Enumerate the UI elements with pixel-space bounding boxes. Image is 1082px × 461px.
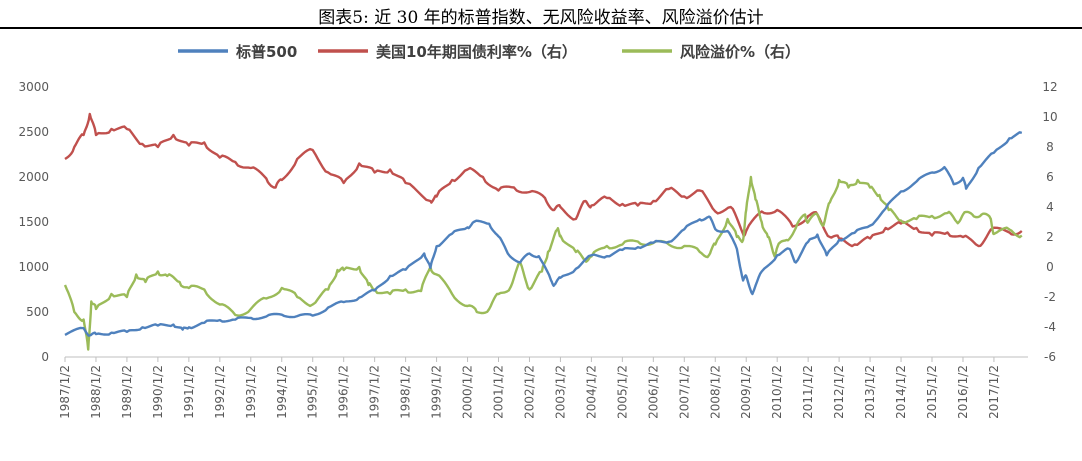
x-tick-label: 2017/1/2 <box>987 365 1001 419</box>
series-layer <box>63 112 1023 351</box>
x-tick-label: 1999/1/2 <box>430 365 444 419</box>
x-tick-label: 2001/1/2 <box>492 365 506 419</box>
legend-label-0: 标普500 <box>235 43 297 61</box>
x-tick-label: 1993/1/2 <box>244 365 258 419</box>
legend-label-1: 美国10年期国债利率%（右） <box>376 43 577 61</box>
left-tick-label: 500 <box>26 305 49 319</box>
right-tick-label: 12 <box>1042 80 1057 94</box>
x-tick-label: 1995/1/2 <box>306 365 320 419</box>
x-tick-label: 2007/1/2 <box>677 365 691 419</box>
right-tick-label: 8 <box>1046 140 1054 154</box>
title-divider <box>0 27 1082 29</box>
right-tick-label: 0 <box>1046 260 1054 274</box>
x-axis: 1987/1/2 1988/1/2 1989/1/2 1990/1/2 1991/1/2… <box>58 356 1028 419</box>
x-tick-label: 1990/1/2 <box>151 365 165 419</box>
legend: 标普500 美国10年期国债利率%（右） 风险溢价%（右） <box>178 43 800 61</box>
x-tick-label: 2005/1/2 <box>615 365 629 419</box>
left-tick-label: 1500 <box>18 215 49 229</box>
x-tick-label: 2012/1/2 <box>832 365 846 419</box>
legend-label-2: 风险溢价%（右） <box>680 43 800 61</box>
right-tick-label: 10 <box>1042 110 1057 124</box>
x-tick-label: 2006/1/2 <box>646 365 660 419</box>
right-tick-label: 6 <box>1046 170 1054 184</box>
x-tick-label: 1996/1/2 <box>337 365 351 419</box>
x-tick-label: 1998/1/2 <box>399 365 413 419</box>
left-tick-label: 0 <box>41 350 49 364</box>
left-tick-label: 2000 <box>18 170 49 184</box>
x-tick-label: 2008/1/2 <box>708 365 722 419</box>
x-tick-label: 1988/1/2 <box>89 365 103 419</box>
right-tick-label: -4 <box>1044 320 1056 334</box>
chart-title: 图表5: 近 30 年的标普指数、无风险收益率、风险溢价估计 <box>318 8 764 28</box>
series-line-1 <box>64 112 1023 248</box>
right-tick-label: 2 <box>1046 230 1054 244</box>
x-tick-label: 1987/1/2 <box>58 365 72 419</box>
left-tick-label: 1000 <box>18 260 49 274</box>
x-tick-label: 1989/1/2 <box>120 365 134 419</box>
right-tick-label: -2 <box>1044 290 1056 304</box>
x-tick-label: 2016/1/2 <box>956 365 970 419</box>
x-tick-label: 2004/1/2 <box>584 365 598 419</box>
x-tick-label: 1992/1/2 <box>213 365 227 419</box>
right-tick-label: -6 <box>1044 350 1056 364</box>
x-tick-label: 2002/1/2 <box>522 365 536 419</box>
x-tick-label: 2013/1/2 <box>863 365 877 419</box>
x-tick-label: 2009/1/2 <box>739 365 753 419</box>
x-tick-label: 2000/1/2 <box>461 365 475 419</box>
x-tick-label: 2003/1/2 <box>553 365 567 419</box>
left-tick-label: 2500 <box>18 125 49 139</box>
x-tick-label: 2010/1/2 <box>770 365 784 419</box>
right-tick-label: 4 <box>1046 200 1054 214</box>
x-tick-label: 1991/1/2 <box>182 365 196 419</box>
right-y-axis: -6 -4 -2 0 2 4 6 8 10 12 <box>1042 80 1057 364</box>
x-tick-label: 2015/1/2 <box>925 365 939 419</box>
x-tick-label: 1997/1/2 <box>368 365 382 419</box>
x-tick-label: 2011/1/2 <box>801 365 815 419</box>
series-line-2 <box>63 175 1023 351</box>
left-y-axis: 0 500 1000 1500 2000 2500 3000 <box>18 80 49 364</box>
x-tick-label: 1994/1/2 <box>275 365 289 419</box>
series-line-0 <box>64 131 1023 337</box>
x-tick-label: 2014/1/2 <box>894 365 908 419</box>
left-tick-label: 3000 <box>18 80 49 94</box>
